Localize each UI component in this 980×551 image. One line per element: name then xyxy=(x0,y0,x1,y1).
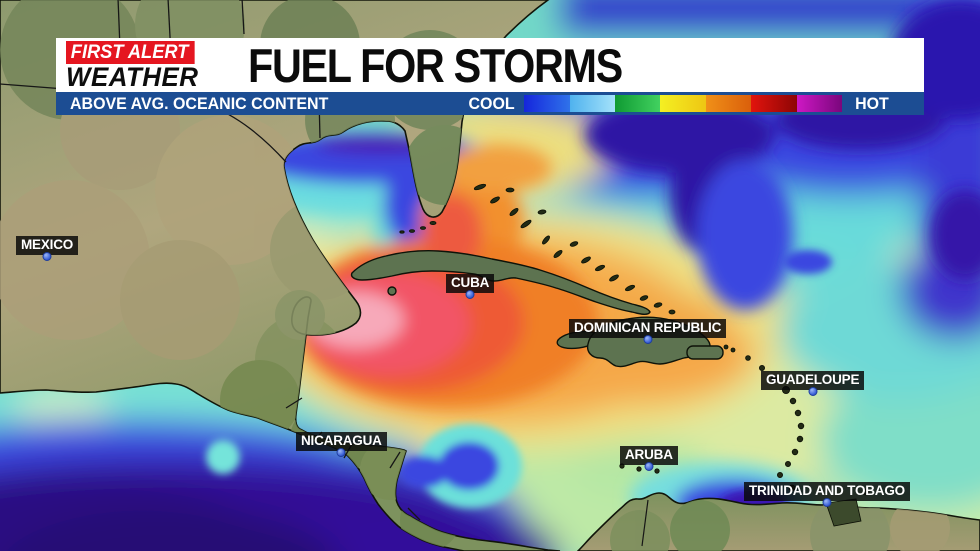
legend-bar: ABOVE AVG. OCEANIC CONTENT COOL HOT xyxy=(56,92,924,115)
legend-label: ABOVE AVG. OCEANIC CONTENT xyxy=(70,93,329,113)
map-label-aruba: ARUBA xyxy=(620,446,678,471)
map-label-dominican-republic: DOMINICAN REPUBLIC xyxy=(569,319,727,344)
map-label-mexico: MEXICO xyxy=(16,236,79,261)
header-bar: FIRST ALERT WEATHER FUEL FOR STORMS xyxy=(56,38,924,92)
location-marker-dot xyxy=(808,387,818,396)
brand-first-alert: FIRST ALERT xyxy=(66,40,196,64)
color-scale-segment xyxy=(524,95,570,112)
color-scale-segment xyxy=(660,95,706,112)
brand-weather: WEATHER xyxy=(66,61,199,92)
location-marker-dot xyxy=(644,462,654,471)
location-marker-dot xyxy=(336,448,346,457)
location-marker-dot xyxy=(822,498,832,507)
first-alert-weather-logo: FIRST ALERT WEATHER xyxy=(66,40,199,92)
location-marker-dot xyxy=(42,252,52,261)
color-scale-segment xyxy=(751,95,797,112)
color-scale-segment xyxy=(614,95,661,112)
map-label-trinidad-and-tobago: TRINIDAD AND TOBAGO xyxy=(744,482,910,507)
color-scale-segment xyxy=(705,95,752,112)
color-scale-segment xyxy=(569,95,615,112)
color-scale-segment xyxy=(796,95,843,112)
map-label-cuba: CUBA xyxy=(446,274,495,299)
page-title: FUEL FOR STORMS xyxy=(248,38,623,92)
map-label-nicaragua: NICARAGUA xyxy=(296,432,387,457)
cool-label: COOL xyxy=(468,93,515,113)
color-scale xyxy=(524,95,843,112)
location-marker-dot xyxy=(643,335,653,344)
hot-label: HOT xyxy=(855,93,889,113)
location-marker-dot xyxy=(465,290,475,299)
map-label-guadeloupe: GUADELOUPE xyxy=(761,371,865,396)
